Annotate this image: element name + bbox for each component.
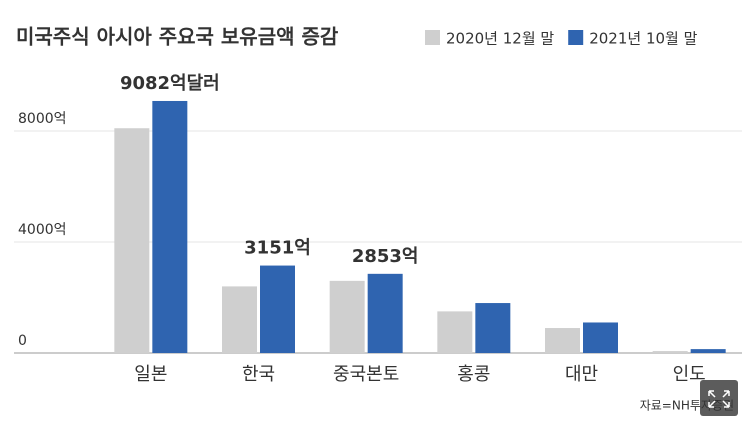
- x-tick-label: 한국: [242, 364, 275, 385]
- bar: [367, 273, 403, 353]
- x-tick-label: 홍콩: [457, 364, 490, 385]
- bar: [222, 286, 257, 353]
- bar: [545, 328, 580, 353]
- y-tick-label: 8000억: [18, 111, 67, 127]
- legend-swatch: [568, 30, 584, 45]
- expand-icon-bg[interactable]: [700, 380, 738, 416]
- bar: [475, 303, 511, 353]
- value-label: 3151억: [244, 238, 311, 259]
- bar: [260, 265, 295, 353]
- bar: [152, 100, 188, 353]
- y-tick-label: 4000억: [18, 222, 67, 238]
- x-tick-label: 인도: [673, 364, 706, 385]
- bar: [690, 349, 726, 353]
- bar: [652, 351, 688, 353]
- bar: [583, 322, 618, 353]
- bar: [114, 128, 150, 353]
- expand-button[interactable]: [700, 380, 738, 416]
- x-tick-label: 일본: [134, 364, 167, 385]
- expand-icon[interactable]: [708, 390, 730, 408]
- y-tick-label: 0: [18, 333, 27, 349]
- value-label: 9082억달러: [120, 73, 220, 94]
- chart-title: 미국주식 아시아 주요국 보유금액 증감: [16, 25, 339, 49]
- legend-swatch: [425, 30, 440, 45]
- x-tick-label: 대만: [565, 364, 598, 385]
- legend-label: 2020년 12월 말: [446, 30, 554, 48]
- value-label: 2853억: [352, 246, 419, 267]
- bar: [329, 280, 365, 353]
- legend-label: 2021년 10월 말: [589, 30, 697, 48]
- bar: [437, 311, 473, 353]
- x-tick-label: 중국본토: [333, 364, 399, 385]
